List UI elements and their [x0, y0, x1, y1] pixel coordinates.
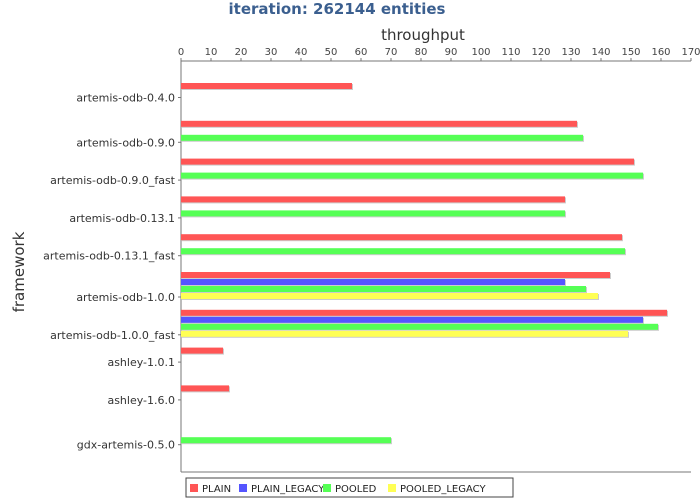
category-label: artemis-odb-0.13.1 — [69, 212, 175, 225]
bar-plain — [181, 158, 634, 165]
x-tick-label: 120 — [531, 47, 550, 58]
x-tick-label: 0 — [178, 47, 184, 58]
y-axis-title: framework — [10, 231, 28, 312]
bar-pooled — [181, 134, 583, 141]
bar-pooled — [181, 248, 625, 255]
legend-box — [185, 477, 514, 498]
legend-swatch — [190, 484, 198, 492]
bar-pooled — [181, 323, 658, 330]
bar-pooled-legacy — [181, 293, 598, 299]
x-tick-label: 10 — [205, 47, 218, 58]
bar-plain — [181, 196, 565, 203]
x-tick-label: 50 — [325, 47, 338, 58]
legend-swatch — [323, 484, 331, 492]
bar-plain-legacy — [181, 279, 565, 285]
bar-pooled — [181, 210, 565, 217]
bar-plain — [181, 120, 577, 127]
legend-label: POOLED — [335, 484, 377, 495]
plot-area: 0 10 20 30 40 50 60 70 80 90 100 110 120 130 140 150 160… — [43, 47, 700, 473]
legend-label: PLAIN_LEGACY — [251, 484, 325, 495]
x-tick-label: 70 — [385, 47, 398, 58]
x-tick-label: 90 — [445, 47, 458, 58]
x-axis-title: throughput — [381, 26, 465, 44]
bar-plain-legacy — [181, 316, 643, 323]
category-label: artemis-odb-0.9.0_fast — [50, 174, 176, 187]
bar-plain — [181, 234, 622, 241]
category-label: ashley-1.6.0 — [107, 394, 175, 407]
legend: PLAIN PLAIN_LEGACY POOLED POOLED_LEGACY — [185, 477, 514, 498]
x-tick-label: 30 — [265, 47, 278, 58]
legend-swatch — [239, 484, 247, 492]
bar-plain — [181, 347, 223, 354]
bar-plain — [181, 272, 610, 278]
category-label: artemis-odb-1.0.0 — [76, 291, 175, 304]
legend-label: POOLED_LEGACY — [400, 484, 486, 495]
x-tick-label: 140 — [591, 47, 610, 58]
bar-plain — [181, 83, 352, 89]
x-tick-label: 60 — [355, 47, 368, 58]
category-label: gdx-artemis-0.5.0 — [77, 439, 175, 452]
category-label: artemis-odb-0.9.0 — [76, 136, 175, 149]
category-label: artemis-odb-0.4.0 — [76, 92, 175, 105]
x-tick-label: 160 — [651, 47, 670, 58]
x-tick-label: 130 — [561, 47, 580, 58]
category-label: ashley-1.0.1 — [107, 356, 175, 369]
x-tick-label: 40 — [295, 47, 308, 58]
x-tick-label: 150 — [621, 47, 640, 58]
x-tick-label: 170 — [681, 47, 700, 58]
bar-pooled — [181, 172, 643, 179]
x-tick-label: 100 — [471, 47, 490, 58]
bar-pooled-legacy — [181, 330, 628, 337]
bar-plain — [181, 309, 667, 316]
legend-label: PLAIN — [202, 484, 231, 495]
category-label: artemis-odb-1.0.0_fast — [50, 329, 176, 342]
x-tick-label: 20 — [235, 47, 248, 58]
legend-swatch — [388, 484, 396, 492]
chart-title: iteration: 262144 entities — [229, 0, 446, 18]
bar-pooled — [181, 437, 391, 444]
category-label: artemis-odb-0.13.1_fast — [43, 250, 176, 263]
x-tick-label: 80 — [415, 47, 428, 58]
bar-plain — [181, 385, 229, 392]
bar-pooled — [181, 286, 586, 292]
x-tick-label: 110 — [501, 47, 520, 58]
